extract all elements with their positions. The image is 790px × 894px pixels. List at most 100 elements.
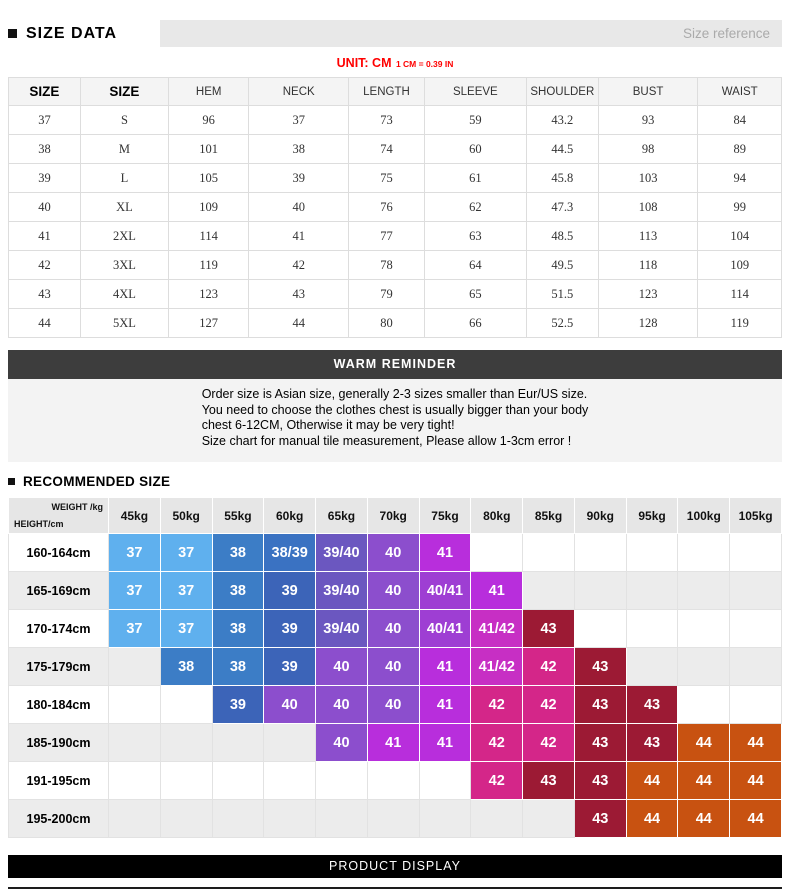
size-recommendation-cell: 40 [315,647,368,686]
unit-conversion-label: 1 CM = 0.39 IN [395,59,454,69]
size-table-cell: 105 [167,163,250,193]
size-table-cell: 43 [8,279,81,309]
size-table-cell: 78 [348,250,425,280]
size-table-header-row: SIZE SIZE HEM NECK LENGTH SLEEVE SHOULDER BUST W… [8,77,782,106]
weight-col-header: 70kg [366,497,420,534]
empty-cell [573,533,627,572]
empty-cell [159,685,213,724]
weight-col-header: 90kg [573,497,627,534]
empty-cell [366,761,420,800]
empty-cell [625,571,679,610]
weight-height-corner-cell: WEIGHT /kg HEIGHT/cm [8,497,109,534]
warm-reminder-title: WARM REMINDER [8,350,782,379]
size-table-cell: 114 [697,279,782,309]
size-recommendation-cell: 40/41 [418,609,472,648]
size-table-cell: 40 [8,192,81,222]
weight-axis-label: WEIGHT /kg [51,502,104,512]
size-table-cell: 94 [697,163,782,193]
recommended-size-heading: RECOMMENDED SIZE [8,474,782,489]
size-table-cell: 98 [597,134,699,164]
size-table-cell: 43 [248,279,350,309]
empty-cell [729,609,782,648]
weight-col-header: 75kg [418,497,472,534]
size-reference-bar: Size reference [160,20,782,47]
size-recommendation-cell: 43 [573,647,627,686]
size-reference-label: Size reference [682,26,770,41]
product-display-bar: PRODUCT DISPLAY [8,855,782,878]
size-recommendation-cell: 44 [677,723,731,762]
height-axis-label: HEIGHT/cm [14,519,64,529]
size-table-col-header: LENGTH [348,77,425,106]
empty-cell [315,761,368,800]
reminder-line: Size chart for manual tile measurement, … [201,433,572,448]
size-table-cell: 38 [8,134,81,164]
size-table-cell: S [79,105,169,135]
size-table-cell: M [79,134,169,164]
size-table-row: 38 M 101 38 74 60 44.5 98 89 [8,134,782,164]
size-recommendation-cell: 41 [418,723,472,762]
size-table-cell: 39 [248,163,350,193]
size-chart-page: SIZE DATA Size reference UNIT: CM 1 CM =… [0,20,790,889]
size-table-cell: XL [79,192,169,222]
size-recommendation-cell: 37 [108,571,161,610]
size-recommendation-cell: 39/40 [315,609,368,648]
size-table-cell: 76 [348,192,425,222]
size-table-cell: 113 [597,221,699,251]
size-table-col-header: SLEEVE [423,77,527,106]
empty-cell [729,685,782,724]
empty-cell [522,533,575,572]
empty-cell [211,799,265,838]
empty-cell [573,609,627,648]
empty-cell [522,799,575,838]
empty-cell [211,761,265,800]
title-wrap: SIZE DATA [8,20,160,47]
height-row-label: 191-195cm [8,761,109,800]
warm-reminder-lines: Order size is Asian size, generally 2-3 … [202,387,589,449]
size-recommendation-cell: 39 [211,685,265,724]
height-row-label: 180-184cm [8,685,109,724]
square-bullet-icon [8,478,15,485]
size-recommendation-cell: 38 [211,647,265,686]
size-recommendation-cell: 44 [729,799,782,838]
size-recommendation-cell: 43 [522,761,575,800]
height-row-label: 160-164cm [8,533,109,572]
weight-col-header: 80kg [470,497,524,534]
size-recommendation-cell: 40 [366,609,420,648]
size-table-cell: 109 [167,192,250,222]
size-recommendation-cell: 43 [573,761,627,800]
size-recommendation-cell: 38 [211,533,265,572]
size-table-cell: 80 [348,308,425,338]
size-table-cell: 89 [697,134,782,164]
size-table-cell: 59 [423,105,527,135]
size-table-cell: 119 [167,250,250,280]
size-recommendation-cell: 41 [366,723,420,762]
size-table-cell: 119 [697,308,782,338]
empty-cell [677,533,731,572]
size-table-col-header: SIZE [8,77,81,106]
size-table-cell: 49.5 [525,250,599,280]
size-table-cell: 123 [597,279,699,309]
rec-table-row: 165-169cm 37 37 38 39 39/40 40 40/41 41 [8,571,782,610]
empty-cell [677,647,731,686]
size-table-cell: 41 [248,221,350,251]
size-recommendation-cell: 43 [625,685,679,724]
rec-table-row: 175-179cm 38 38 39 40 40 41 41/42 42 43 [8,647,782,686]
size-recommendation-cell: 40 [366,533,420,572]
empty-cell [366,799,420,838]
empty-cell [729,533,782,572]
size-table-cell: 109 [697,250,782,280]
page-header: SIZE DATA Size reference [8,20,782,47]
recommended-size-table: WEIGHT /kg HEIGHT/cm 45kg 50kg 55kg 60kg 65k… [8,497,782,838]
size-table-cell: 44 [8,308,81,338]
recommended-size-title: RECOMMENDED SIZE [23,474,171,489]
empty-cell [729,571,782,610]
size-table-cell: 93 [597,105,699,135]
size-recommendation-cell: 42 [470,761,524,800]
empty-cell [108,799,161,838]
empty-cell [677,609,731,648]
rec-table-row: 185-190cm 40 41 41 42 42 43 43 44 44 [8,723,782,762]
empty-cell [159,761,213,800]
size-table-cell: 65 [423,279,527,309]
empty-cell [625,533,679,572]
size-recommendation-cell: 42 [470,685,524,724]
